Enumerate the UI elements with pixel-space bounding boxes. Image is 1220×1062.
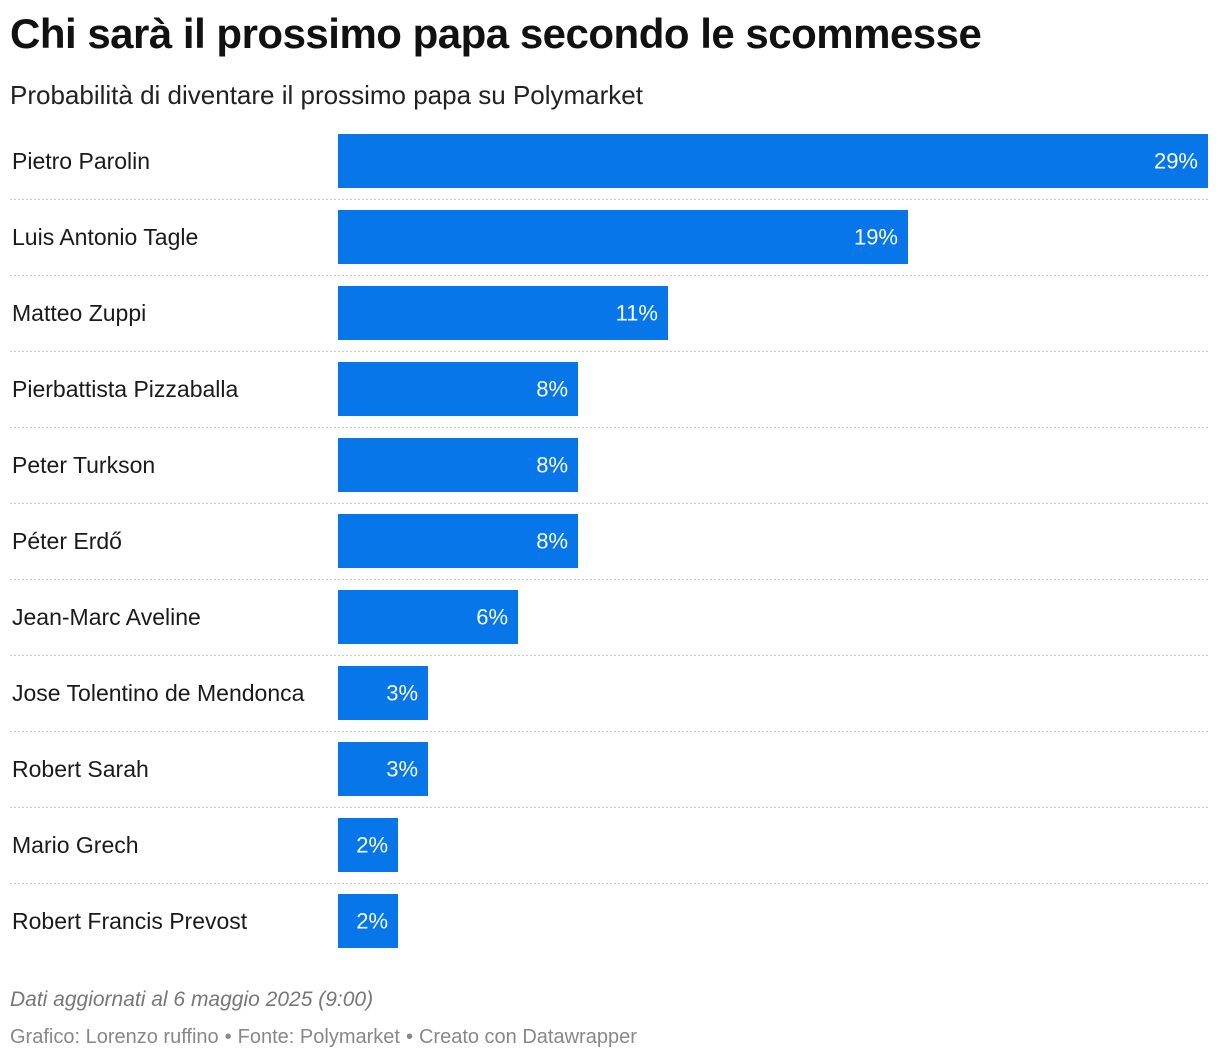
category-label: Jean-Marc Aveline bbox=[12, 604, 201, 630]
update-note: Dati aggiornati al 6 maggio 2025 (9:00) bbox=[10, 988, 374, 1011]
bar bbox=[338, 514, 578, 568]
bar-row: Robert Francis Prevost 2% bbox=[12, 894, 398, 948]
category-label: Péter Erdő bbox=[12, 528, 122, 554]
category-label: Peter Turkson bbox=[12, 452, 155, 478]
category-label: Robert Francis Prevost bbox=[12, 908, 248, 934]
value-label: 29% bbox=[1154, 149, 1198, 174]
bar bbox=[338, 666, 428, 720]
bar bbox=[338, 286, 668, 340]
bar bbox=[338, 818, 398, 872]
category-label: Jose Tolentino de Mendonca bbox=[12, 680, 305, 706]
value-label: 2% bbox=[356, 909, 388, 934]
bar-row: Pietro Parolin 29% bbox=[10, 134, 1208, 200]
category-label: Luis Antonio Tagle bbox=[12, 224, 198, 250]
value-label: 3% bbox=[386, 757, 418, 782]
credits-footer: Grafico: Lorenzo ruffino • Fonte: Polymark… bbox=[10, 1026, 637, 1049]
value-label: 8% bbox=[536, 453, 568, 478]
bar bbox=[338, 742, 428, 796]
bar-chart: Pietro Parolin 29% Luis Antonio Tagle 19% Ma… bbox=[10, 134, 1208, 948]
credit-source: Fonte: Polymarket bbox=[237, 1026, 400, 1048]
bar bbox=[338, 362, 578, 416]
bar bbox=[338, 590, 518, 644]
value-label: 6% bbox=[476, 605, 508, 630]
value-label: 11% bbox=[616, 301, 658, 326]
bar-row: Jose Tolentino de Mendonca 3% bbox=[10, 666, 1208, 732]
footer-separator: • bbox=[224, 1026, 232, 1048]
bar bbox=[338, 134, 1208, 188]
bar-row: Jean-Marc Aveline 6% bbox=[10, 590, 1208, 656]
chart-title: Chi sarà il prossimo papa secondo le sco… bbox=[10, 10, 982, 57]
value-label: 2% bbox=[356, 833, 388, 858]
category-label: Pietro Parolin bbox=[12, 148, 150, 174]
bar bbox=[338, 210, 908, 264]
bar-row: Péter Erdő 8% bbox=[10, 514, 1208, 580]
bar-row: Peter Turkson 8% bbox=[10, 438, 1208, 504]
credit-author: Grafico: Lorenzo ruffino bbox=[10, 1026, 219, 1048]
credit-tool: Creato con Datawrapper bbox=[418, 1026, 637, 1048]
bar-row: Matteo Zuppi 11% bbox=[10, 286, 1208, 352]
bar-row: Robert Sarah 3% bbox=[10, 742, 1208, 808]
bar bbox=[338, 438, 578, 492]
chart-subtitle: Probabilità di diventare il prossimo pap… bbox=[10, 80, 643, 110]
value-label: 3% bbox=[386, 681, 418, 706]
category-label: Pierbattista Pizzaballa bbox=[12, 376, 238, 402]
bar bbox=[338, 894, 398, 948]
bar-row: Mario Grech 2% bbox=[10, 818, 1208, 884]
category-label: Matteo Zuppi bbox=[12, 300, 146, 326]
bar-row: Pierbattista Pizzaballa 8% bbox=[10, 362, 1208, 428]
value-label: 8% bbox=[536, 377, 568, 402]
value-label: 8% bbox=[536, 529, 568, 554]
footer-separator: • bbox=[405, 1026, 413, 1048]
bar-row: Luis Antonio Tagle 19% bbox=[10, 210, 1208, 276]
value-label: 19% bbox=[854, 225, 898, 250]
category-label: Robert Sarah bbox=[12, 756, 149, 782]
category-label: Mario Grech bbox=[12, 832, 139, 858]
